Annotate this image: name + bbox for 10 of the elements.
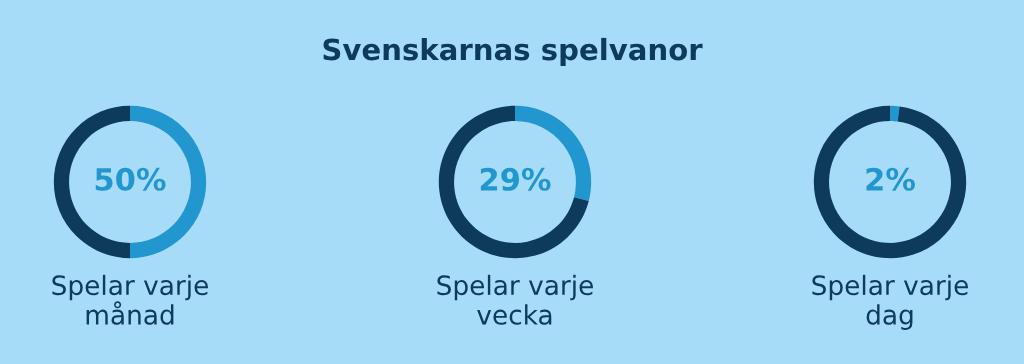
donut-slice [438,105,589,259]
data-label: 29% [480,167,551,191]
donut-slice [890,105,900,122]
data-label: 2% [866,167,915,191]
text: Svenskarnas spelvanor [323,37,703,67]
text: Spelar varje vecka [437,274,593,325]
text: Spelar varje månad [52,274,208,325]
text: Spelar varje dag [812,274,968,330]
donut-slice [813,105,967,259]
data-label: 50% [95,167,166,191]
